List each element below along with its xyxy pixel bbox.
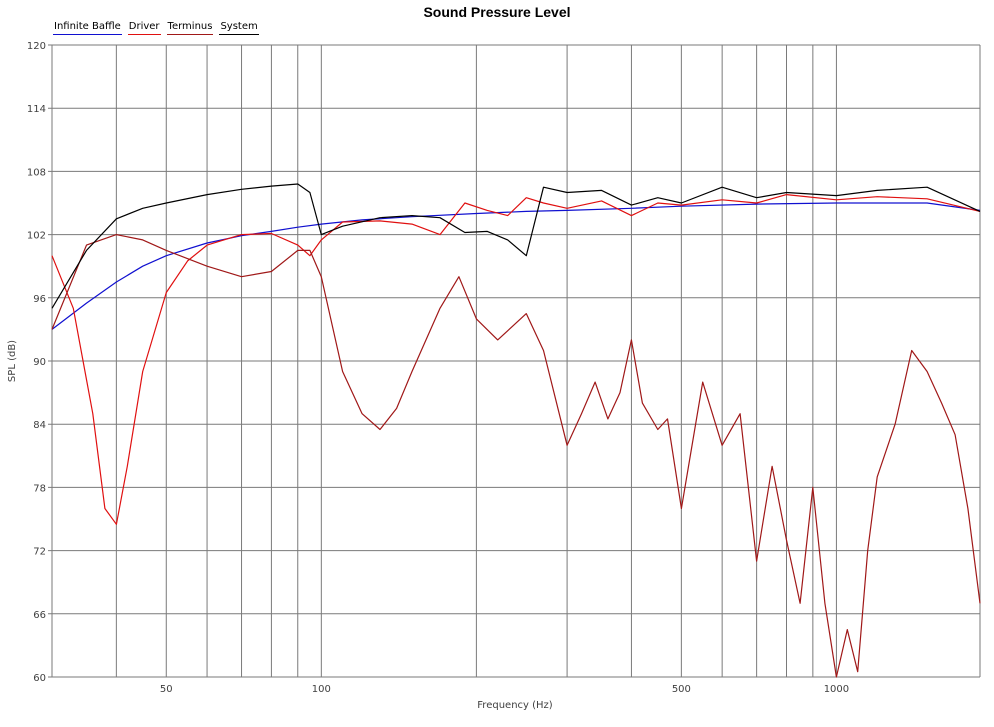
x-tick-label: 50 bbox=[160, 684, 173, 695]
series-line-driver bbox=[51, 194, 981, 525]
x-tick-label: 1000 bbox=[824, 684, 849, 695]
legend-item-terminus: Terminus bbox=[166, 20, 214, 35]
x-tick-label: 100 bbox=[312, 684, 331, 695]
x-tick-label: 500 bbox=[672, 684, 691, 695]
y-tick-label: 60 bbox=[33, 673, 46, 684]
series-line-terminus bbox=[51, 234, 981, 678]
y-tick-label: 90 bbox=[33, 357, 46, 368]
series-line-system bbox=[51, 183, 981, 309]
legend-item-driver: Driver bbox=[127, 20, 161, 35]
series-line-infinite-baffle bbox=[51, 202, 981, 330]
x-axis-label: Frequency (Hz) bbox=[477, 700, 553, 711]
legend-item-system: System bbox=[219, 20, 259, 35]
y-tick-label: 102 bbox=[27, 231, 46, 242]
y-tick-label: 66 bbox=[33, 610, 46, 621]
y-tick-label: 72 bbox=[33, 547, 46, 558]
y-tick-label: 84 bbox=[33, 420, 46, 431]
y-tick-label: 96 bbox=[33, 294, 46, 305]
y-tick-label: 120 bbox=[27, 41, 46, 52]
y-tick-label: 78 bbox=[33, 483, 46, 494]
y-axis-label: SPL (dB) bbox=[7, 340, 18, 382]
y-tick-label: 108 bbox=[27, 167, 46, 178]
legend: Infinite Baffle Driver Terminus System bbox=[53, 20, 259, 35]
legend-item-infinite-baffle: Infinite Baffle bbox=[53, 20, 122, 35]
chart-title: Sound Pressure Level bbox=[423, 4, 571, 20]
y-tick-label: 114 bbox=[27, 104, 46, 115]
